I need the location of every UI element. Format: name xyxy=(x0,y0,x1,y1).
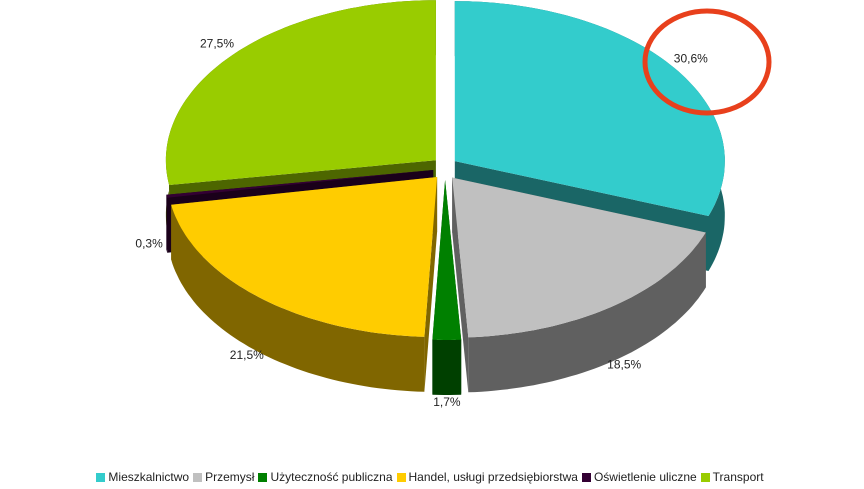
legend-swatch xyxy=(396,472,406,482)
legend-label: Oświetlenie uliczne xyxy=(593,470,697,484)
legend-label: Przemysł xyxy=(205,470,255,484)
legend-item: Użyteczność publiczna xyxy=(258,470,393,484)
slice xyxy=(165,0,436,186)
legend-label: Użyteczność publiczna xyxy=(270,470,393,484)
chart: 18,5% 1,7% 21,5% 0,3% 27,5% 30,6% xyxy=(135,0,772,409)
legend-swatch xyxy=(700,472,710,482)
slice-side xyxy=(171,204,425,392)
data-label: 0,3% xyxy=(135,236,163,250)
legend-item: Mieszkalnictwo xyxy=(96,470,189,484)
slice-side xyxy=(432,339,462,395)
data-label: 1,7% xyxy=(433,395,461,409)
data-label: 21,5% xyxy=(230,348,264,362)
data-label: 27,5% xyxy=(200,37,234,51)
legend: Mieszkalnictwo Przemysł Użyteczność public… xyxy=(0,470,864,484)
legend-label: Handel, usługi przedsiębiorstwa xyxy=(408,470,578,484)
legend-swatch xyxy=(96,472,106,482)
slice-side xyxy=(424,177,438,392)
legend-swatch xyxy=(581,472,591,482)
legend-swatch xyxy=(258,472,268,482)
slice-side xyxy=(452,177,469,393)
slice xyxy=(452,177,706,338)
legend-item: Transport xyxy=(700,470,764,484)
slice-side xyxy=(468,232,706,393)
highlight-circle xyxy=(642,8,772,116)
data-label: 18,5% xyxy=(607,358,641,372)
legend-label: Mieszkalnictwo xyxy=(108,470,190,484)
slice xyxy=(166,170,434,198)
slice xyxy=(454,1,725,216)
slice xyxy=(432,180,462,340)
slice xyxy=(171,177,438,337)
legend-swatch xyxy=(193,472,203,482)
legend-item: Przemysł xyxy=(193,470,254,484)
data-label: 30,6% xyxy=(674,51,708,65)
legend-item: Handel, usługi przedsiębiorstwa xyxy=(396,470,578,484)
legend-item: Oświetlenie uliczne xyxy=(581,470,697,484)
slice-side xyxy=(166,194,168,253)
legend-label: Transport xyxy=(712,470,764,484)
